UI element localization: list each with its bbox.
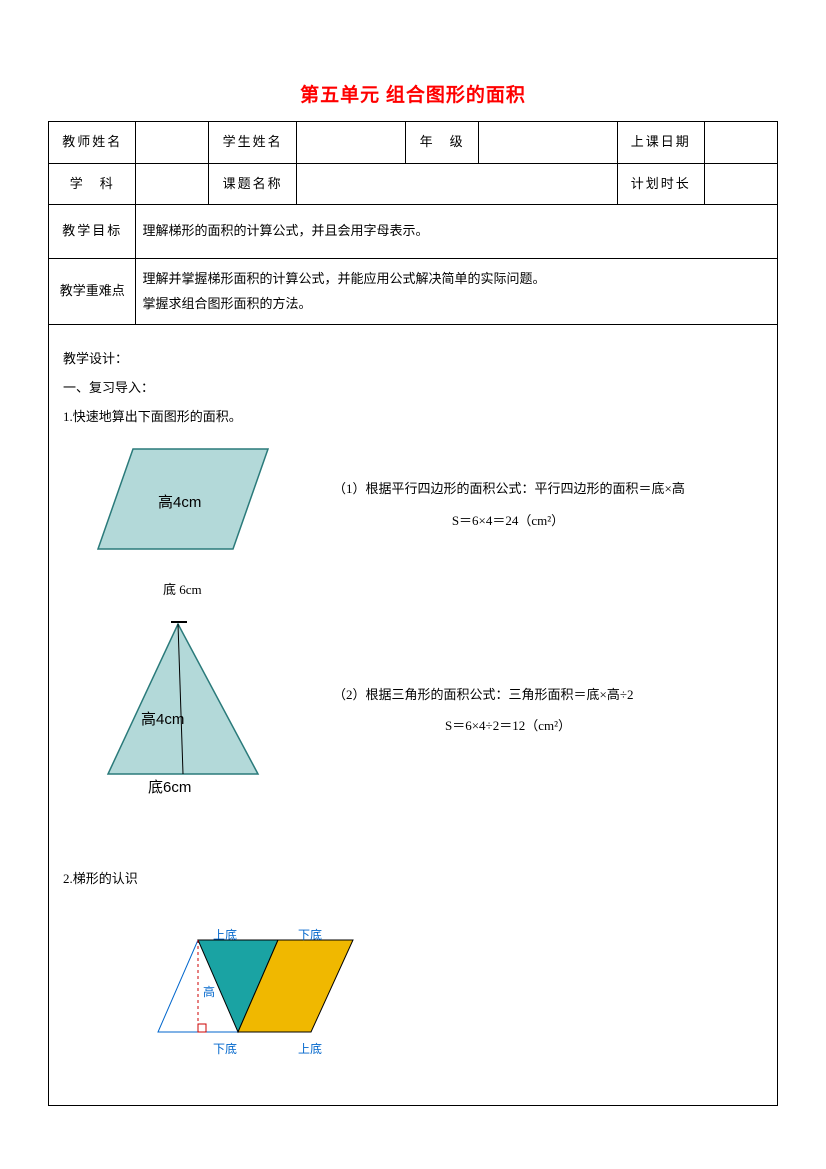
cell-subject-label: 学 科 <box>49 163 136 205</box>
parallelogram-figure: 高4cm <box>93 439 293 570</box>
question-2: 2.梯形的认识 <box>63 865 763 894</box>
cell-date-label: 上课日期 <box>617 122 704 164</box>
table-row: 教学目标 理解梯形的面积的计算公式，并且会用字母表示。 <box>49 205 778 259</box>
cell-focus-label: 教学重难点 <box>49 259 136 325</box>
cell-topic-value <box>296 163 617 205</box>
cell-teacher-value <box>136 122 209 164</box>
trap-top1-label: 上底 <box>213 922 237 948</box>
question-1: 1.快速地算出下面图形的面积。 <box>63 403 763 432</box>
par-explain-2: S＝6×4＝24（cm²） <box>333 505 763 536</box>
cell-goal-label: 教学目标 <box>49 205 136 259</box>
table-row: 教学重难点 理解并掌握梯形面积的计算公式，并能应用公式解决简单的实际问题。 掌握… <box>49 259 778 325</box>
focus-line2: 掌握求组合图形面积的方法。 <box>142 292 771 317</box>
table-row: 学 科 课题名称 计划时长 <box>49 163 778 205</box>
cell-topic-label: 课题名称 <box>209 163 296 205</box>
cell-duration-label: 计划时长 <box>617 163 704 205</box>
par-explain-1: （1）根据平行四边形的面积公式：平行四边形的面积＝底×高 <box>333 473 763 504</box>
par-height-label: 高4cm <box>158 494 201 511</box>
tri-explain-2: S＝6×4÷2＝12（cm²） <box>333 710 763 741</box>
cell-grade-value <box>479 122 618 164</box>
table-row: 教师姓名 学生姓名 年 级 上课日期 <box>49 122 778 164</box>
cell-goal-text: 理解梯形的面积的计算公式，并且会用字母表示。 <box>136 205 778 259</box>
cell-duration-value <box>705 163 778 205</box>
cell-student-value <box>296 122 405 164</box>
cell-grade-label: 年 级 <box>406 122 479 164</box>
section-1-heading: 一、复习导入： <box>63 374 763 403</box>
cell-teacher-label: 教师姓名 <box>49 122 136 164</box>
cell-date-value <box>705 122 778 164</box>
cell-student-label: 学生姓名 <box>209 122 296 164</box>
trap-bot2-label: 上底 <box>298 1036 322 1062</box>
trapezoid-figure: 上底 下底 高 下底 上底 <box>143 904 763 1050</box>
trap-top2-label: 下底 <box>298 922 322 948</box>
cell-subject-value <box>136 163 209 205</box>
trap-height-label: 高 <box>203 979 215 1005</box>
content-area: 教学设计： 一、复习导入： 1.快速地算出下面图形的面积。 高4cm （1）根据… <box>48 325 778 1106</box>
cell-focus-text: 理解并掌握梯形面积的计算公式，并能应用公式解决简单的实际问题。 掌握求组合图形面… <box>136 259 778 325</box>
par-base-label: 底 6cm <box>163 576 763 605</box>
triangle-figure: 高4cm 底6cm <box>93 614 293 805</box>
design-heading: 教学设计： <box>63 345 763 374</box>
tri-base-label: 底6cm <box>148 779 191 794</box>
info-table: 教师姓名 学生姓名 年 级 上课日期 学 科 课题名称 计划时长 教学目标 理解… <box>48 121 778 325</box>
tri-explain-1: （2）根据三角形的面积公式：三角形面积＝底×高÷2 <box>333 679 763 710</box>
tri-height-label: 高4cm <box>141 711 184 728</box>
focus-line1: 理解并掌握梯形面积的计算公式，并能应用公式解决简单的实际问题。 <box>142 267 771 292</box>
page-title: 第五单元 组合图形的面积 <box>48 80 778 107</box>
trap-bot1-label: 下底 <box>213 1036 237 1062</box>
